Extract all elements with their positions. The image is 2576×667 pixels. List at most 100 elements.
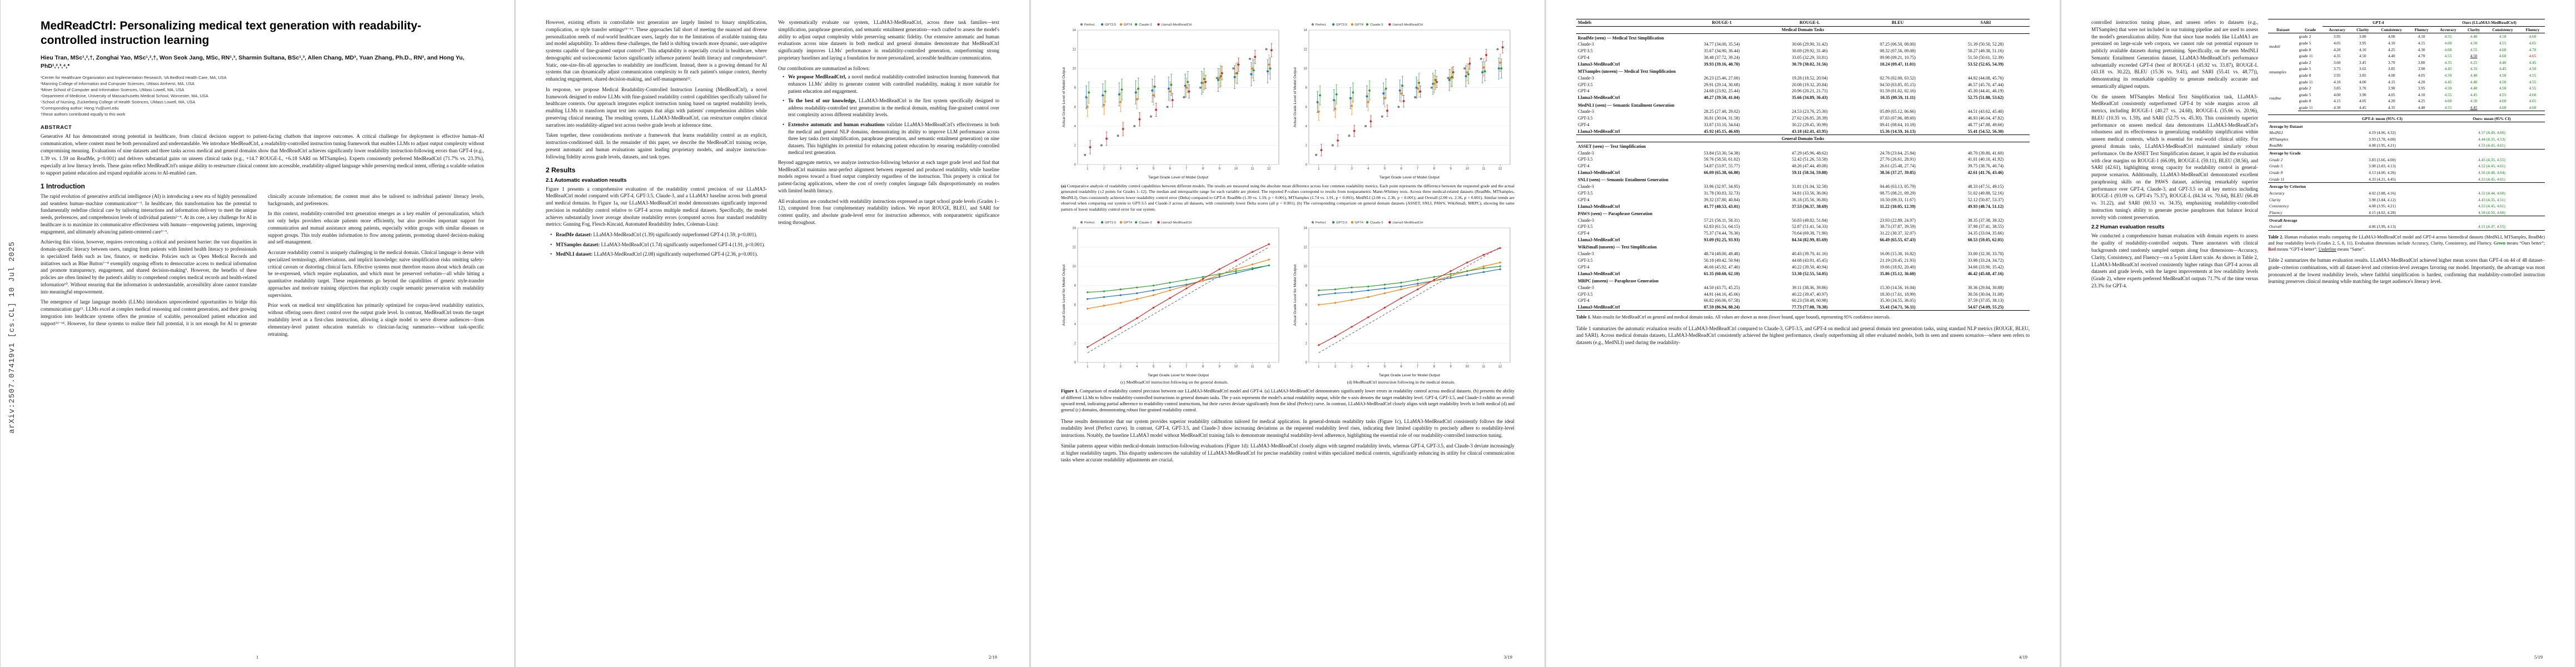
affiliations: ¹Center for Healthcare Organization and … [41,74,484,118]
table1-data-row: GPT-4 66.82 (66.06, 67.58) 60.23 (59.48, 6… [1578,298,2004,303]
abstract-text: Generative AI has demonstrated strong po… [41,133,484,176]
svg-text:Claude-3: Claude-3 [1370,221,1383,225]
bullet-marker: • [550,232,552,238]
figure1-panel-ab-caption: (a) Comparative analysis of readability … [1061,183,1514,212]
table1-data-row: GPT-4 75.37 (74.44, 76.30) 70.64 (69.38, 7… [1578,231,2004,236]
page-number: 3/19 [1503,654,1512,660]
page2-left-paras: However, existing efforts in controllabl… [546,19,767,161]
svg-text:12: 12 [1267,365,1271,369]
introduction-heading: 1 Introduction [41,182,85,190]
svg-text:GPT3.5: GPT3.5 [1336,221,1347,225]
table1-data-row: GPT-4 33.87 (33.10, 34.64) 30.22 (29.45, 3… [1578,122,2004,127]
svg-text:7: 7 [1417,167,1419,171]
svg-text:2: 2 [1074,144,1077,147]
svg-text:2: 2 [1103,365,1105,369]
svg-text:9: 9 [1219,365,1221,369]
svg-text:12: 12 [1498,365,1502,369]
svg-text:Target Grade Level for Model O: Target Grade Level for Model Output [1148,374,1209,377]
averages-data-row: Clarity 3.98 (3.84, 4.12) 4.43 (4.35, 4.51… [2269,197,2505,202]
svg-text:6: 6 [1074,304,1077,307]
page2-right-paras-2: Beyond aggregate metrics, we analyze ins… [778,159,999,226]
page-4: Models ROUGE-1 ROUGE-L BLEU SARI Medical Doma… [1546,0,2060,667]
table1-data-row: Llama3-MedReadCtrl 40.27 (39.50, 41.04) 35… [1578,95,2004,101]
table1-header-row: Models ROUGE-1 ROUGE-L BLEU SARI [1576,19,2030,27]
table1-group-row: MRPC (unseen) — Paraphrase Generation [1578,278,1659,283]
svg-text:GPT3.5: GPT3.5 [1105,221,1116,225]
averages-data-row: Overall 4.06 (3.99, 4.13) 4.51 (4.47, 4.55… [2268,223,2545,231]
svg-text:10: 10 [1234,365,1238,369]
svg-text:2: 2 [1306,144,1308,147]
table1-group-row: MedNLI (seen) — Semantic Entailment Gene… [1578,102,1675,108]
body-paragraph: Table 2 summarizes the human evaluation … [2268,257,2545,285]
body-paragraph: Achieving this vision, however, requires… [41,239,257,295]
svg-text:8: 8 [1202,167,1204,171]
table2-human-eval: GPT-4 Ours (LLaMA3-MedReadCtrl) Dataset Gra… [2268,19,2545,112]
svg-text:Claude-3: Claude-3 [1139,221,1152,225]
averages-data-row: Grade 5 3.98 (3.83, 4.13) 4.52 (4.43, 4.61… [2269,163,2505,169]
page5-right-column: GPT-4 Ours (LLaMA3-MedReadCtrl) Dataset Gra… [2268,19,2545,643]
svg-text:12: 12 [1303,246,1307,250]
svg-text:10: 10 [1234,167,1238,171]
table2-data-row: grade 11 4.30 4.45 4.35 4.40 4.55 4.45 4.60 4.60 [2268,104,2545,112]
svg-text:10: 10 [1072,265,1076,268]
svg-text:6: 6 [1306,106,1308,109]
svg-text:6: 6 [1169,167,1171,171]
svg-text:11: 11 [1250,167,1254,171]
averages-data-row: MedNLI 4.19 (4.06, 4.32) 4.57 (4.49, 4.66) [2269,130,2505,136]
bullet-item: • We propose MedReadCtrl, a novel medical… [783,74,1000,94]
svg-text:4: 4 [1306,125,1308,128]
svg-text:6: 6 [1400,365,1402,369]
svg-text:10: 10 [1303,67,1307,71]
table1-data-row: GPT-3.5 62.83 (61.51, 64.15) 52.87 (51.41,… [1578,224,2004,230]
svg-text:8: 8 [1433,365,1436,369]
paper-title: MedReadCtrl: Personalizing medical text … [41,19,421,47]
svg-text:8: 8 [1202,365,1204,369]
averages-data-row: Grade 11 4.33 (4.21, 4.45) 4.53 (4.45, 4.6… [2269,176,2505,182]
averages-section-row: Average by Grade [2268,148,2545,157]
svg-text:4: 4 [1074,323,1077,326]
body-paragraph: The rapid evolution of generative artifi… [41,193,257,235]
body-paragraph: Prior work on medical text simplificatio… [268,302,484,337]
svg-text:Perfect: Perfect [1084,221,1095,225]
contribution-bullets: • We propose MedReadCtrl, a novel medical… [778,73,999,156]
averages-data-row: MTSamples 3.93 (3.78, 4.08) 4.44 (4.35, 4.… [2269,136,2505,142]
svg-text:5: 5 [1384,167,1386,171]
svg-text:6: 6 [1306,304,1308,307]
body-paragraph: The emergence of large language models (… [41,193,484,326]
svg-text:8: 8 [1306,285,1308,288]
svg-text:0: 0 [1074,361,1077,365]
svg-text:1: 1 [1318,167,1320,171]
svg-text:GPT4: GPT4 [1355,23,1364,27]
bullet-marker: • [783,74,785,80]
page-number: 2/19 [988,654,997,660]
svg-text:4: 4 [1074,125,1077,128]
svg-text:Actual Grade Level of Model Ou: Actual Grade Level of Model Output [1062,67,1066,127]
bullet-item: • MTSamples dataset: LLaMA3-MedReadCtrl (… [550,241,765,247]
table1-group-row: SNLI (seen) — Semantic Entailment Genera… [1578,177,1668,183]
figure1-caption: Figure 1. Comparison of readability cont… [1061,389,1514,413]
bullet-marker: • [783,98,785,104]
svg-text:6: 6 [1400,167,1402,171]
arxiv-watermark: arXiv:2507.07419v1 [cs.CL] 10 Jul 2025 [8,241,17,434]
page-2: However, existing efforts in controllabl… [515,0,1030,667]
svg-text:11: 11 [1250,365,1254,369]
averages-data-row: Grade 8 4.13 (4.00, 4.26) 4.56 (4.48, 4.64… [2269,170,2505,175]
table1-group-row: MTSamples (unseen) — Medical Text Simpli… [1578,69,1676,74]
figure1-panel-d-caption: (d) MedReadCtrl instruction following in… [1347,380,1456,385]
page-number: 1 [256,654,259,660]
svg-text:1: 1 [1087,365,1089,369]
table1-data-row: GPT-3.5 35.67 (34.90, 36.44) 30.69 (29.92,… [1578,48,2004,54]
svg-text:1: 1 [1087,167,1089,171]
contributions-lead: Our contributions are summarized as foll… [778,65,870,71]
svg-text:Actual Grade Level for Model O: Actual Grade Level for Model Output [1293,265,1297,326]
page-number: 5/19 [2534,654,2543,660]
table1-group-row: ReadMe (seen) — Medical Text Simplificat… [1578,35,1664,41]
svg-text:12: 12 [1303,48,1307,52]
svg-text:14: 14 [1303,227,1307,230]
svg-text:Perfect: Perfect [1316,23,1326,27]
body-paragraph: controlled instruction tuning phase, and… [2091,19,2258,89]
svg-text:GPT4: GPT4 [1355,221,1364,225]
